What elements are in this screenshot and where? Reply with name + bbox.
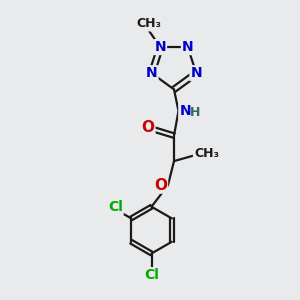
Text: N: N [190, 66, 202, 80]
Text: N: N [154, 40, 166, 54]
Text: O: O [141, 120, 154, 135]
Text: Cl: Cl [108, 200, 123, 214]
Text: O: O [154, 178, 167, 193]
Text: H: H [190, 106, 200, 119]
Text: N: N [146, 66, 158, 80]
Text: N: N [182, 40, 194, 54]
Text: Cl: Cl [144, 268, 159, 282]
Text: CH₃: CH₃ [136, 17, 161, 31]
Text: CH₃: CH₃ [194, 146, 219, 160]
Text: N: N [179, 104, 191, 118]
